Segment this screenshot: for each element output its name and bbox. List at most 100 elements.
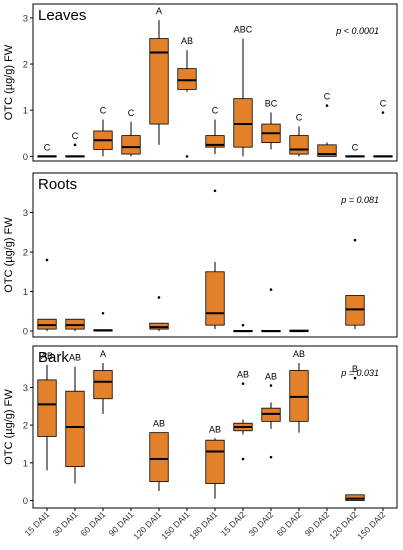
box-120-dai2: C <box>345 142 365 158</box>
significance-letter: C <box>100 105 107 115</box>
box-30-dai2: AB <box>261 372 281 459</box>
box-30-dai1 <box>65 318 85 332</box>
significance-letter: AB <box>41 351 53 361</box>
y-tick-label: 3 <box>23 383 28 394</box>
significance-letter: C <box>72 131 79 141</box>
outlier-point <box>353 376 357 380</box>
p-value: p = 0.031 <box>340 368 379 378</box>
box-60-dai2: C <box>289 112 309 157</box>
x-tick-label: 150 DAI1 <box>159 509 191 541</box>
box-15-dai2 <box>233 323 253 333</box>
box-30-dai1: C <box>65 131 85 158</box>
significance-letter: C <box>212 105 219 115</box>
outlier-point <box>157 296 161 299</box>
outlier-point <box>185 155 189 158</box>
box-120-dai2: B <box>345 364 365 501</box>
box-15-dai2: AB <box>233 370 253 461</box>
box-body <box>233 98 253 148</box>
outlier-point <box>381 111 385 114</box>
box-15-dai1: C <box>37 142 57 158</box>
significance-letter: B <box>352 364 358 374</box>
box-180-dai1 <box>205 189 225 330</box>
significance-letter: C <box>296 112 303 122</box>
significance-letter: AB <box>153 419 165 429</box>
significance-letter: AB <box>293 349 305 359</box>
y-axis-label: OTC (µg/g) FW <box>3 217 15 293</box>
x-tick-label: 30 DAI2 <box>247 509 276 538</box>
box-body <box>177 68 197 90</box>
y-tick-label: 3 <box>23 13 28 24</box>
box-120-dai1: AB <box>149 419 169 492</box>
box-60-dai1: A <box>93 349 113 414</box>
panel-title: Bark <box>38 349 69 366</box>
box-body <box>121 135 141 155</box>
y-tick-label: 1 <box>23 458 28 469</box>
significance-letter: ABC <box>234 25 253 35</box>
x-tick-label: 60 DAI1 <box>79 509 108 538</box>
panel-frame <box>32 3 398 162</box>
box-150-dai2: C <box>373 99 393 158</box>
significance-letter: AB <box>181 36 193 46</box>
box-body <box>205 135 225 148</box>
y-tick-label: 0 <box>23 496 28 507</box>
box-30-dai2: BC <box>261 99 281 150</box>
outlier-point <box>45 258 49 262</box>
significance-letter: C <box>324 92 331 102</box>
box-150-dai1: AB <box>177 36 197 158</box>
box-body <box>149 432 169 483</box>
x-tick-label: 120 DAI1 <box>131 509 163 541</box>
box-60-dai1 <box>93 311 113 332</box>
y-tick-label: 1 <box>23 106 28 117</box>
p-value: p = 0.081 <box>340 195 379 205</box>
significance-letter: C <box>44 142 51 152</box>
outlier-point <box>213 189 217 193</box>
box-body <box>205 271 225 326</box>
box-body <box>317 144 337 157</box>
box-15-dai2: ABC <box>233 25 253 157</box>
outlier-point <box>269 384 273 387</box>
outlier-point <box>73 143 77 147</box>
significance-letter: AB <box>265 372 277 382</box>
box-180-dai1: C <box>205 105 225 155</box>
box-60-dai2: AB <box>289 349 309 433</box>
box-180-dai1: AB <box>205 424 225 499</box>
significance-letter: BC <box>265 99 278 109</box>
significance-letter: C <box>352 142 359 152</box>
y-tick-label: 3 <box>23 208 28 219</box>
box-body <box>289 135 309 155</box>
box-body <box>205 439 225 484</box>
outlier-point <box>353 238 357 242</box>
x-tick-label: 120 DAI2 <box>327 509 359 541</box>
x-tick-label: 15 DAI2 <box>219 509 248 538</box>
box-120-dai2 <box>345 238 365 330</box>
y-tick-label: 2 <box>23 248 28 259</box>
significance-letter: A <box>100 349 106 359</box>
box-30-dai2 <box>261 288 281 333</box>
box-60-dai2 <box>289 329 309 333</box>
outlier-point <box>101 311 105 315</box>
box-120-dai1: A <box>149 6 169 145</box>
panel-leaves: Leaves p < 0.0001 0 1 2 3 OTC (µg/g) FW C C C C A AB… <box>3 3 398 163</box>
box-90-dai1: C <box>121 108 141 157</box>
y-tick-label: 0 <box>23 152 28 163</box>
box-body <box>65 390 85 467</box>
y-axis-label: OTC (µg/g) FW <box>3 389 15 465</box>
x-tick-label: 30 DAI1 <box>51 509 80 538</box>
panel-roots: Roots p = 0.081 0 1 2 3 OTC (µg/g) FW <box>3 172 398 338</box>
panel-frame <box>32 172 398 338</box>
significance-letter: C <box>128 108 135 118</box>
significance-letter: A <box>156 6 162 16</box>
y-tick-label: 1 <box>23 287 28 298</box>
box-60-dai1: C <box>93 105 113 157</box>
box-15-dai1: AB <box>37 351 57 471</box>
panel-title: Roots <box>38 176 77 193</box>
box-120-dai1 <box>149 296 169 332</box>
panel-title: Leaves <box>38 7 86 24</box>
significance-letter: C <box>380 99 387 109</box>
y-axis-label: OTC (µg/g) FW <box>3 44 15 120</box>
y-tick-label: 2 <box>23 421 28 432</box>
significance-letter: AB <box>69 353 81 363</box>
box-body <box>149 38 169 125</box>
x-tick-label: 150 DAI2 <box>355 509 387 541</box>
